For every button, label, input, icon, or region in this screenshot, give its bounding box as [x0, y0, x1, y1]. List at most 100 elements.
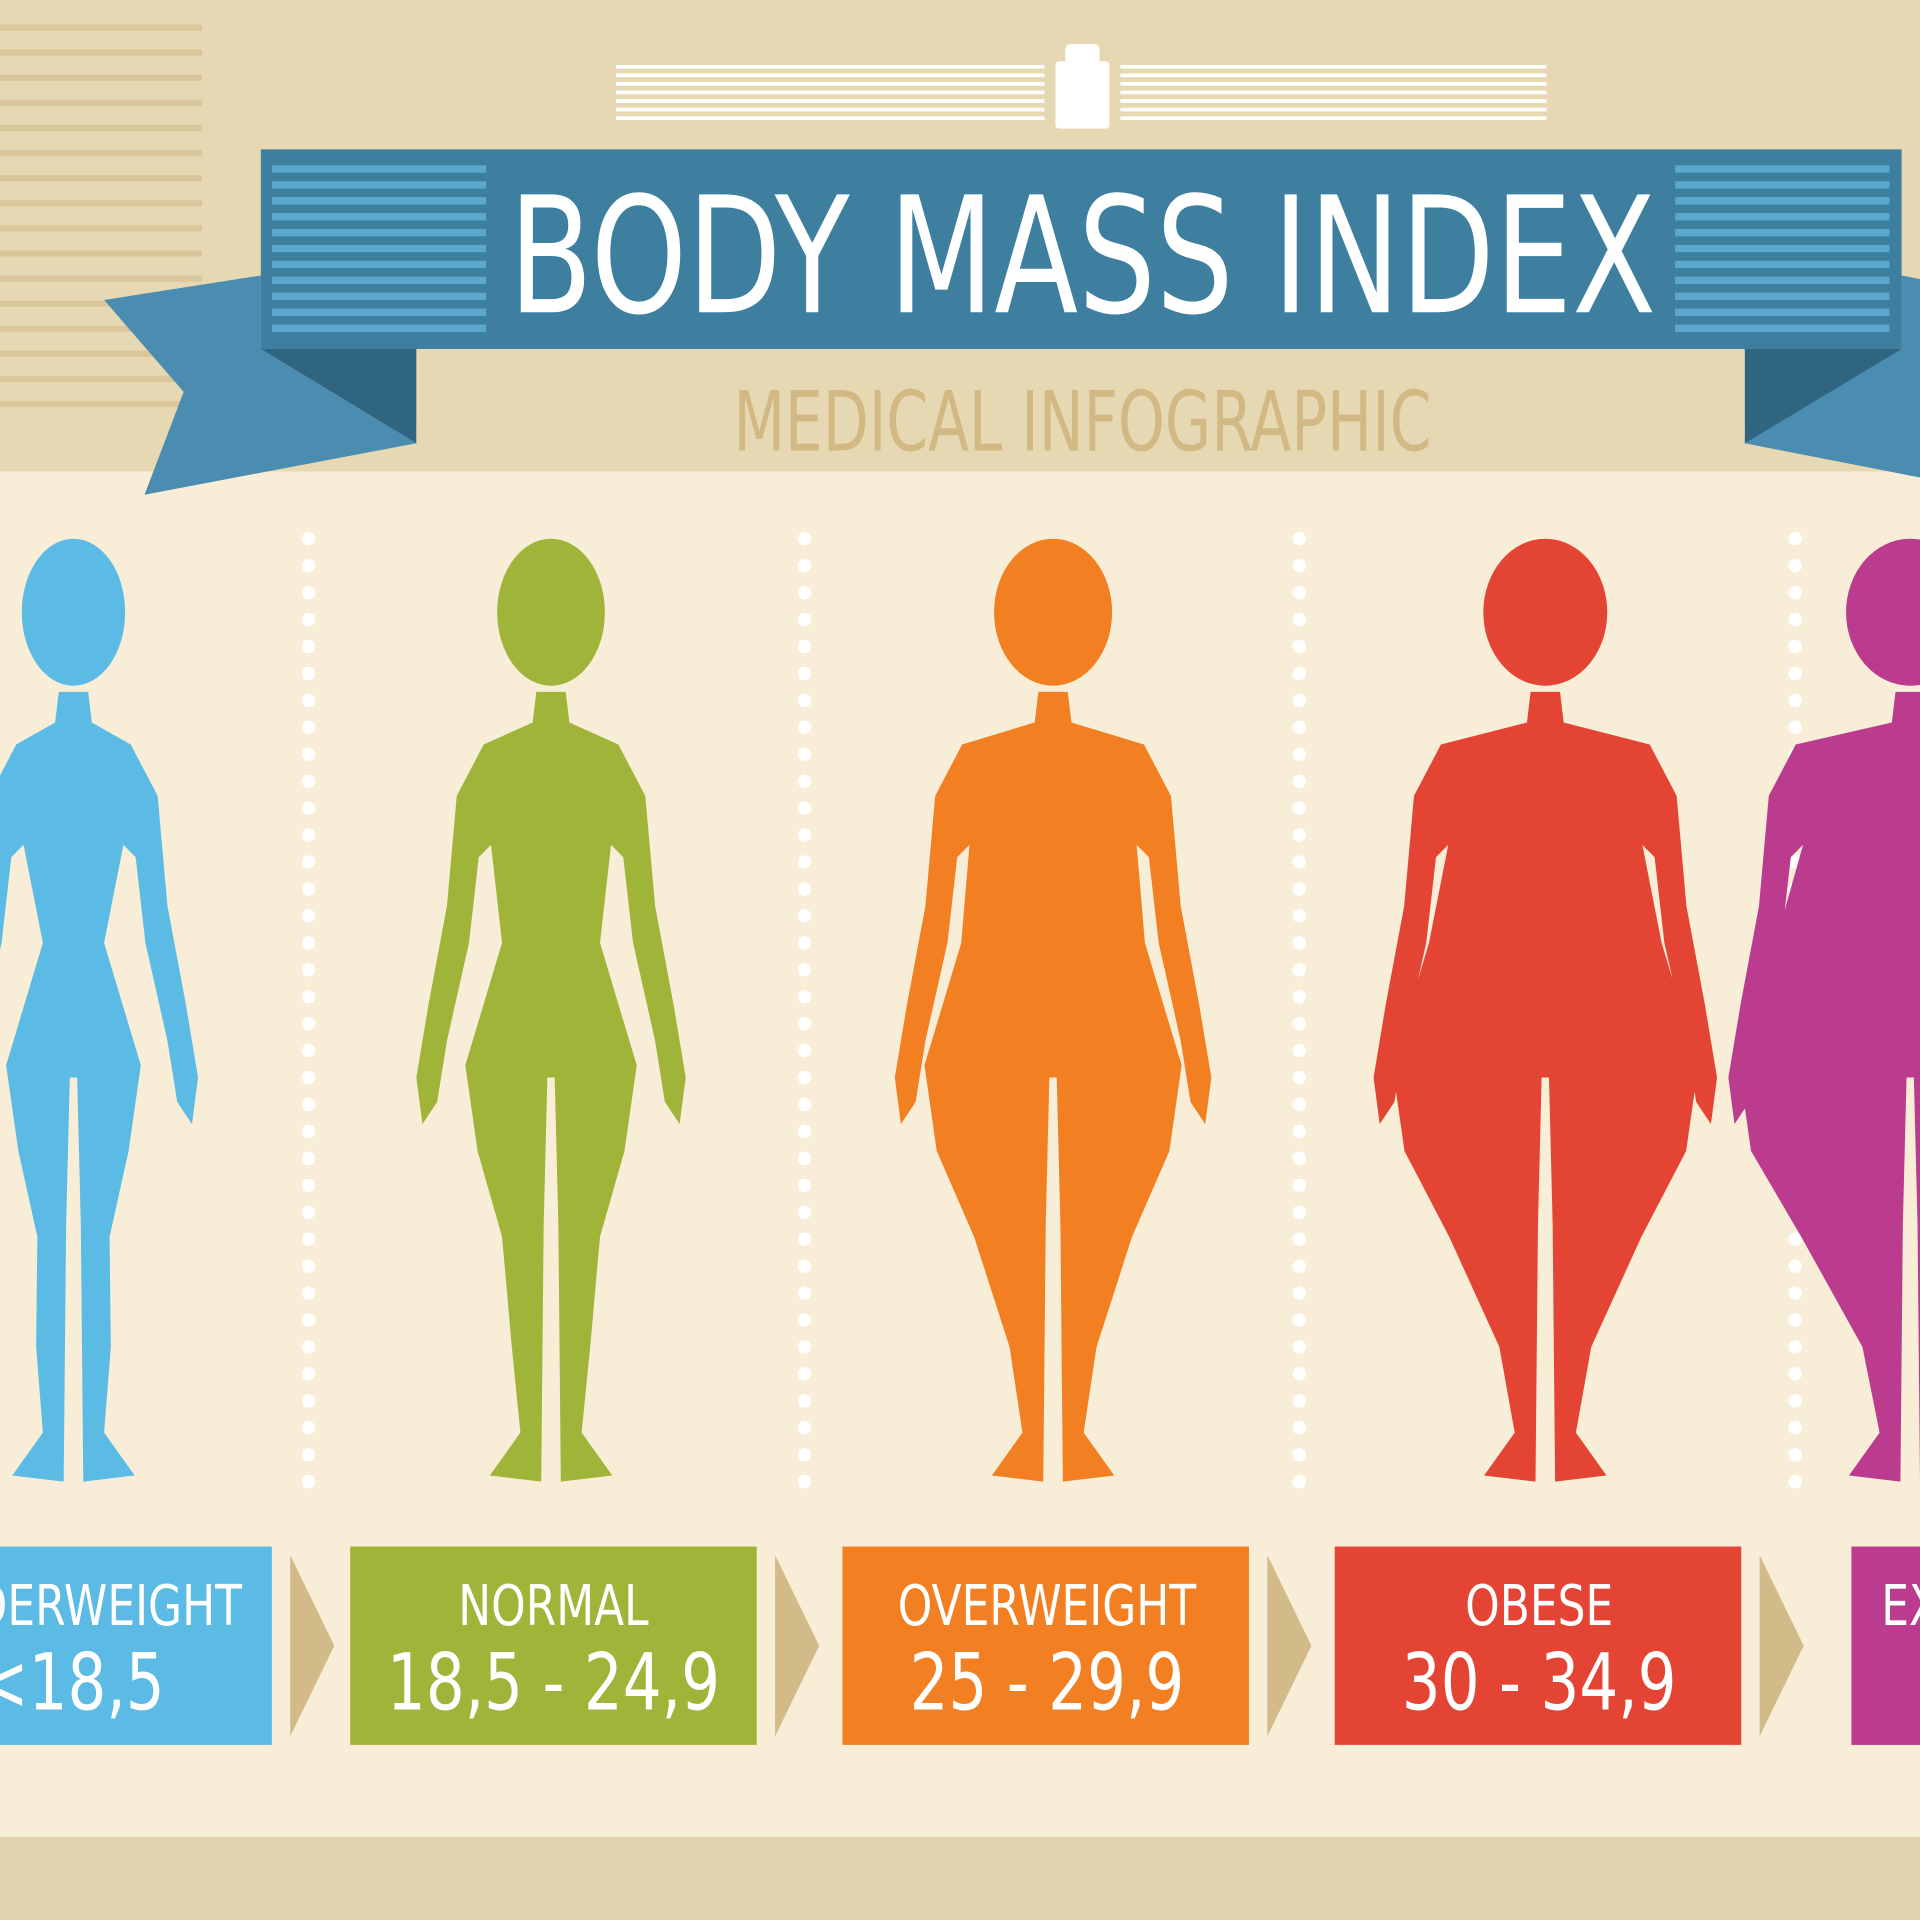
arrow [1759, 1555, 1804, 1737]
divider-dot [301, 639, 316, 654]
divider-dot [1788, 1367, 1802, 1381]
divider-dot [301, 1016, 316, 1031]
divider-dot [1292, 1232, 1306, 1246]
category-label: EX [1881, 1572, 1920, 1638]
divider-dot [301, 936, 316, 950]
divider-dot [1292, 1313, 1306, 1327]
divider-dot [1292, 1421, 1306, 1435]
divider-dot [797, 1421, 812, 1435]
figure-head [1483, 538, 1608, 686]
ribbon-line [271, 181, 487, 189]
category-range: <18,5 [0, 1637, 165, 1728]
stripe [0, 375, 203, 383]
divider-dot [797, 720, 812, 735]
arrow [290, 1555, 335, 1737]
category-box [1851, 1546, 1920, 1745]
ribbon-line [1675, 292, 1890, 300]
divider-dot [797, 747, 812, 762]
divider-dot [301, 612, 316, 627]
divider-dot [797, 612, 812, 627]
divider-dot [797, 666, 812, 681]
divider-dot [1788, 1421, 1802, 1435]
divider-dot [797, 1340, 812, 1354]
divider-dot [1292, 693, 1306, 708]
ribbon-line [271, 244, 487, 253]
divider-dot [797, 639, 812, 654]
figure-head [497, 538, 605, 686]
stripe [0, 350, 203, 357]
divider-dot [1292, 558, 1306, 573]
category-range: 18,5 - 24,9 [387, 1637, 720, 1728]
ribbon-line [271, 276, 487, 285]
ribbon-line [1675, 324, 1890, 332]
divider-dot [301, 1151, 316, 1166]
ribbon-line [1675, 165, 1890, 173]
stripe [0, 150, 203, 157]
stripe [0, 275, 203, 282]
divider-dot [301, 1205, 316, 1219]
divider-dot [301, 720, 316, 735]
divider-dot [301, 693, 316, 708]
figure-body [416, 691, 686, 1482]
figures [0, 538, 1920, 1482]
stripe [615, 73, 1045, 78]
divider-dot [1292, 1367, 1306, 1381]
divider-dot [797, 1205, 812, 1219]
divider-dot [797, 990, 812, 1004]
divider-dot [1292, 720, 1306, 735]
divider-dot [1292, 1043, 1306, 1058]
stripe [1120, 64, 1547, 69]
ribbon-line [271, 165, 487, 173]
category-label: OBESE [1465, 1572, 1613, 1638]
divider-dot [1292, 532, 1306, 546]
divider-dot [797, 1124, 812, 1139]
divider-dot [1292, 882, 1306, 896]
title: BODY MASS INDEX [509, 163, 1656, 351]
divider-dot [301, 828, 316, 842]
category-range: 30 - 34,9 [1402, 1637, 1677, 1728]
divider-dot [797, 828, 812, 842]
divider-dot [797, 693, 812, 708]
ribbon-fold [260, 348, 417, 444]
divider-dot [797, 1178, 812, 1193]
divider-dot [301, 1043, 316, 1058]
stripe [1120, 82, 1547, 86]
divider-dot [797, 1447, 812, 1462]
figure [1728, 538, 1920, 1482]
ribbon-line [1675, 197, 1890, 205]
divider-dot [797, 532, 812, 546]
stripe [0, 325, 203, 332]
ribbon-line [271, 213, 487, 221]
divider-dot [797, 1394, 812, 1408]
divider-dot [1292, 1394, 1306, 1408]
divider-dot [797, 1016, 812, 1031]
ribbon-line [271, 197, 487, 205]
divider-dot [1788, 1286, 1802, 1300]
stripe [1120, 116, 1547, 120]
divider-dot [1292, 828, 1306, 842]
category-box [842, 1546, 1249, 1745]
divider-dot [1292, 801, 1306, 815]
stripes [0, 24, 1547, 408]
ribbon-line [1675, 276, 1890, 285]
category-box [350, 1546, 757, 1745]
ribbon [260, 149, 1902, 349]
divider-dot [1292, 1097, 1306, 1112]
ribbon-fold [1744, 348, 1902, 444]
divider-dot [1788, 558, 1802, 573]
divider-dot [1788, 1474, 1802, 1489]
divider-dot [301, 558, 316, 573]
divider-dot [301, 747, 316, 762]
divider-dot [1788, 1340, 1802, 1354]
divider-dot [1292, 1447, 1306, 1462]
category-label: NORMAL [458, 1572, 648, 1638]
category-label: DERWEIGHT [0, 1572, 242, 1638]
ribbon-line [271, 228, 487, 237]
ribbon-line [1675, 260, 1890, 269]
divider-dot [301, 1447, 316, 1462]
divider-dot [797, 936, 812, 950]
stripe [615, 64, 1045, 69]
divider-dot [1788, 639, 1802, 654]
divider-dot [1788, 693, 1802, 708]
